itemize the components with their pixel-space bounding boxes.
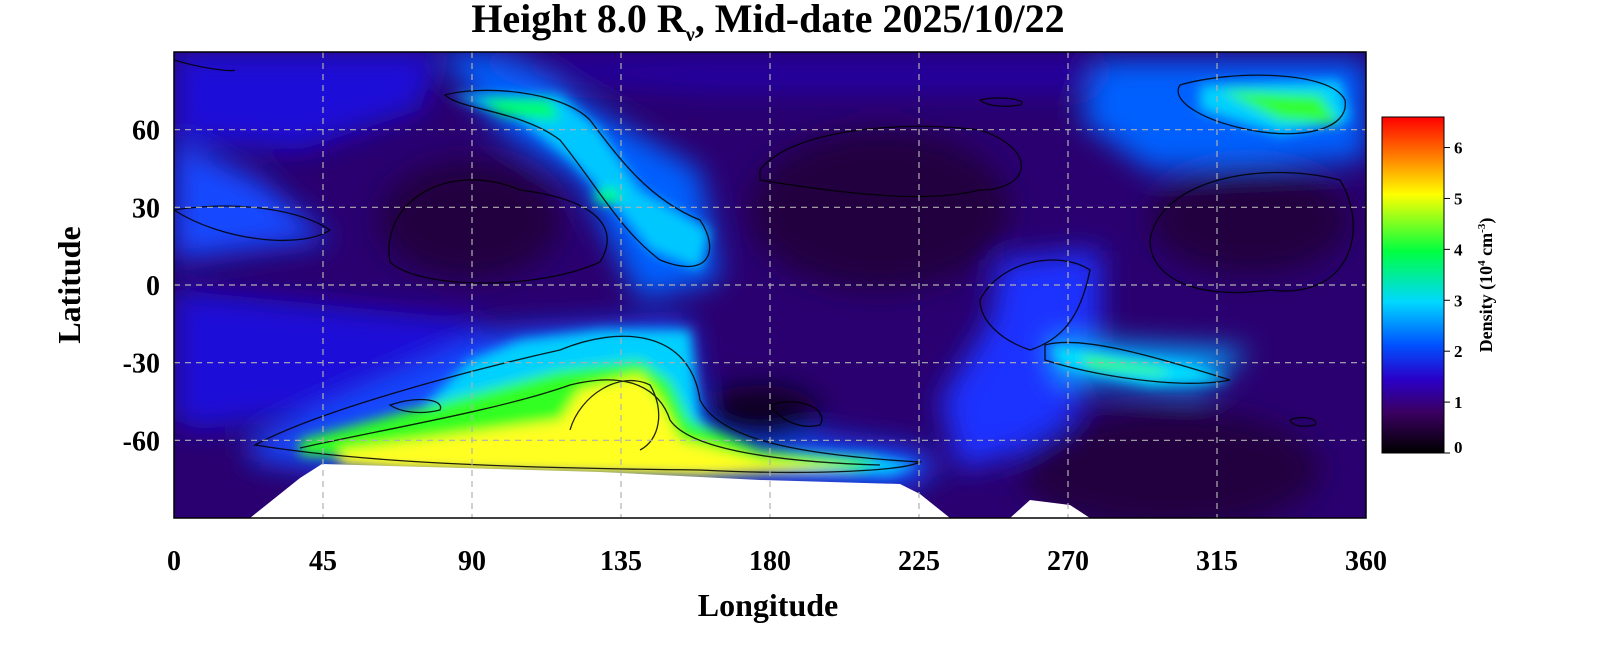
colorbar-tick-label: 6	[1454, 139, 1463, 158]
y-tick-label: 0	[146, 271, 160, 302]
colorbar-label-sup2: -3	[1476, 223, 1488, 233]
x-tick-label: 45	[309, 546, 337, 577]
x-tick-labels: 0 45 90 135 180 225 270 315 360	[167, 546, 1387, 577]
colorbar-label-suffix: )	[1476, 218, 1497, 224]
x-tick-label: 315	[1196, 546, 1238, 577]
title-subscript: ν	[685, 24, 695, 46]
grid	[174, 52, 1366, 518]
colorbar-tick-label: 4	[1454, 240, 1463, 259]
colorbar-tick-label: 1	[1454, 393, 1463, 412]
y-tick-labels: 60 30 0 -30 -60	[123, 116, 160, 458]
colorbar-label-prefix: Density (10	[1476, 266, 1497, 353]
title-prefix: Height 8.0 R	[471, 0, 687, 41]
x-tick-label: 180	[749, 546, 791, 577]
y-axis-label: Latitude	[51, 226, 87, 343]
colorbar-label-mid: cm	[1476, 233, 1496, 260]
colorbar-ticks: 0 1 2 3 4 5 6	[1444, 139, 1463, 457]
x-tick-label: 225	[898, 546, 940, 577]
x-tick-label: 0	[167, 546, 181, 577]
colorbar-tick-label: 0	[1454, 438, 1463, 457]
plot-frame	[173, 51, 1367, 519]
colorbar-tick-label: 5	[1454, 189, 1463, 208]
colorbar	[1381, 116, 1445, 454]
colorbar-label-sup1: 4	[1476, 260, 1488, 266]
colorbar-tick-label: 3	[1454, 291, 1463, 310]
title-suffix: , Mid-date 2025/10/22	[695, 0, 1065, 41]
y-tick-label: -30	[123, 349, 160, 380]
y-tick-label: -60	[123, 426, 160, 457]
colorbar-label: Density (104 cm-3)	[1476, 218, 1497, 353]
x-tick-label: 90	[458, 546, 486, 577]
x-tick-label: 360	[1345, 546, 1387, 577]
y-tick-label: 60	[132, 116, 160, 147]
x-tick-label: 135	[600, 546, 642, 577]
x-tick-label: 270	[1047, 546, 1089, 577]
x-axis-label: Longitude	[698, 587, 838, 623]
colorbar-tick-label: 2	[1454, 342, 1463, 361]
y-tick-label: 30	[132, 193, 160, 224]
chart-title: Height 8.0 Rν, Mid-date 2025/10/22	[471, 0, 1064, 46]
